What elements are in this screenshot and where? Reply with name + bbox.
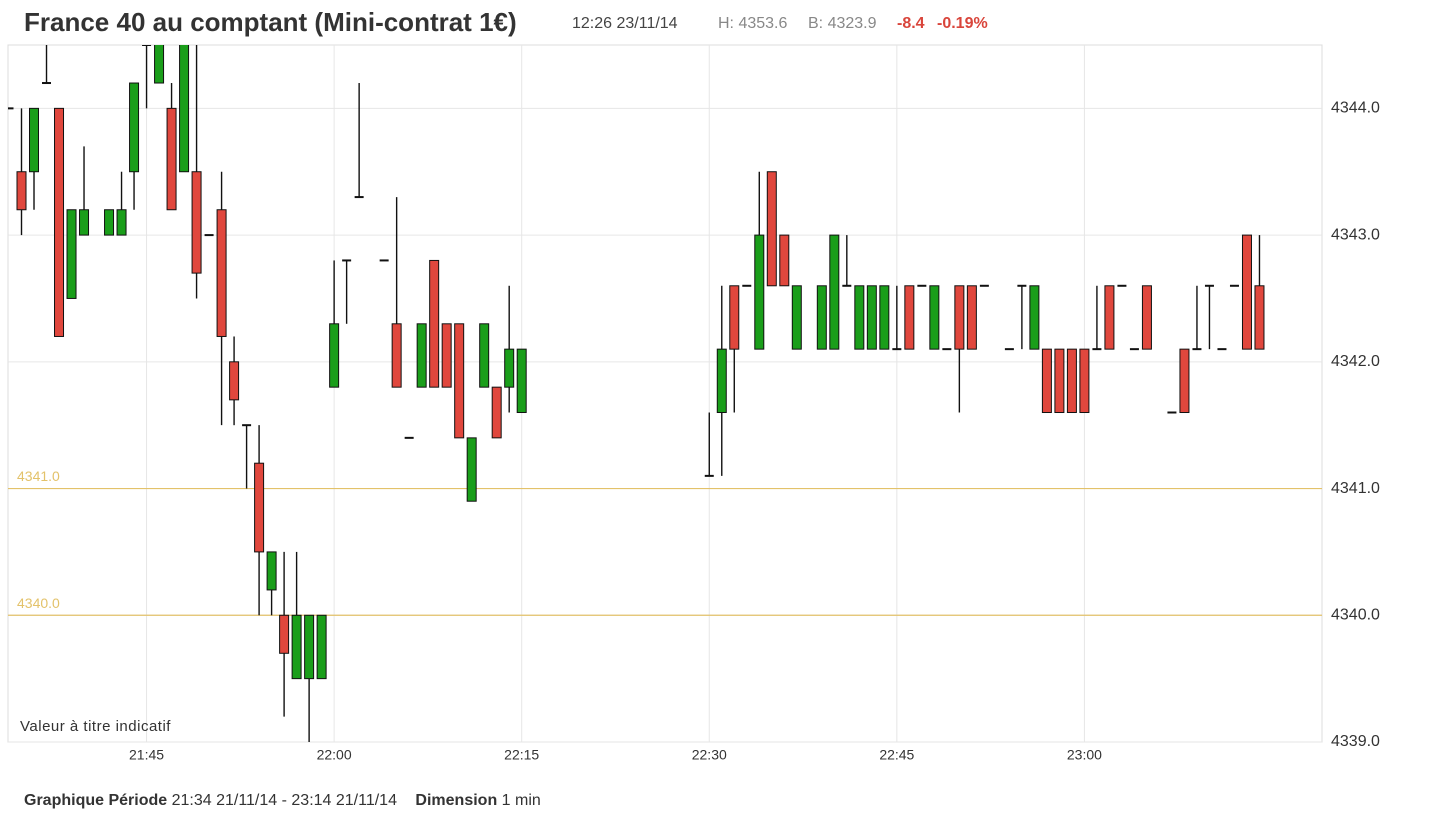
candle-body [854,285,865,350]
candle-body [879,285,890,350]
candle-body [766,171,777,287]
candle-body [1041,348,1052,414]
reference-label: 4340.0 [17,595,60,611]
candle-body [254,462,265,553]
chart-title: France 40 au comptant (Mini-contrat 1€) [24,7,517,37]
candle-body [466,437,477,502]
candle-body [129,82,140,173]
change-pct: -0.19% [937,15,988,32]
candle-body [154,45,165,84]
candle-body [729,285,740,350]
candle-body [1054,348,1065,414]
candle-body [791,285,802,350]
candle-body [179,45,190,173]
candle-body [1254,285,1265,350]
candle-body [266,551,277,591]
candle-body [416,323,427,388]
watermark: Valeur à titre indicatif [20,718,171,735]
candle-body [1104,285,1115,350]
y-tick-label: 4343.0 [1331,226,1380,243]
candle-body [291,614,302,680]
dimension: 1 min [502,792,541,809]
candle-body [904,285,915,350]
plot-frame [7,44,1323,743]
y-tick-label: 4340.0 [1331,606,1380,623]
high-label: H: 4353.6 [718,15,787,32]
candle-body [829,234,840,350]
candle-body [966,285,977,350]
x-tick-label: 22:15 [504,747,539,763]
candle-body [716,348,727,414]
candle-body [779,234,790,287]
low-label: B: 4323.9 [808,15,877,32]
candle-body [329,323,340,388]
candle-body [216,209,227,337]
candle-body [754,234,765,350]
y-tick-label: 4344.0 [1331,100,1380,117]
candle-body [66,209,77,299]
period: 21:34 21/11/14 - 23:14 21/11/14 [172,792,397,809]
x-tick-label: 23:00 [1067,747,1102,763]
candle-body [479,323,490,388]
candle-body [54,107,65,337]
y-tick-label: 4341.0 [1331,480,1380,497]
candle-body [166,107,177,211]
x-tick-label: 22:30 [692,747,727,763]
candle-body [1079,348,1090,414]
candle-body [429,259,440,388]
candle-body [1241,234,1252,350]
candle-body [1066,348,1077,414]
candle-body [29,107,40,173]
candle-body [191,171,202,274]
candles [8,45,1265,742]
x-tick-label: 21:45 [129,747,164,763]
change: -8.4 [897,15,925,32]
candle-body [16,171,27,211]
candle-body [454,323,465,439]
candle-body [929,285,940,350]
candle-body [954,285,965,350]
candle-body [866,285,877,350]
candle-body [1029,285,1040,350]
candle-body [229,361,240,401]
reference-lines: 4341.0 4340.0 [8,468,1322,616]
candle-body [816,285,827,350]
candle-body [441,323,452,388]
x-tick-label: 22:45 [879,747,914,763]
candle-body [116,209,127,236]
candle-body [516,348,527,414]
grid [8,45,1322,743]
candle-body [79,209,90,236]
y-tick-label: 4342.0 [1331,353,1380,370]
footer: Graphique Période 21:34 21/11/14 - 23:14… [24,792,541,809]
x-tick-label: 22:00 [317,747,352,763]
candle-body [279,614,290,654]
candle-body [391,323,402,388]
candle-body [504,348,515,388]
y-tick-label: 4339.0 [1331,733,1380,750]
candle-body [1179,348,1190,414]
reference-label: 4341.0 [17,468,60,484]
candle-body [316,614,327,680]
candle-body [1141,285,1152,350]
dimension-label: Dimension [415,792,497,809]
quote-time: 12:26 23/11/14 [572,15,678,32]
candle-body [104,209,115,236]
period-label: Graphique Période [24,792,167,809]
axes: 4339.0 4340.0 4341.0 4342.0 4343.0 4344.0 21:4… [129,100,1380,763]
candle-body [304,614,315,680]
candle-body [491,386,502,439]
